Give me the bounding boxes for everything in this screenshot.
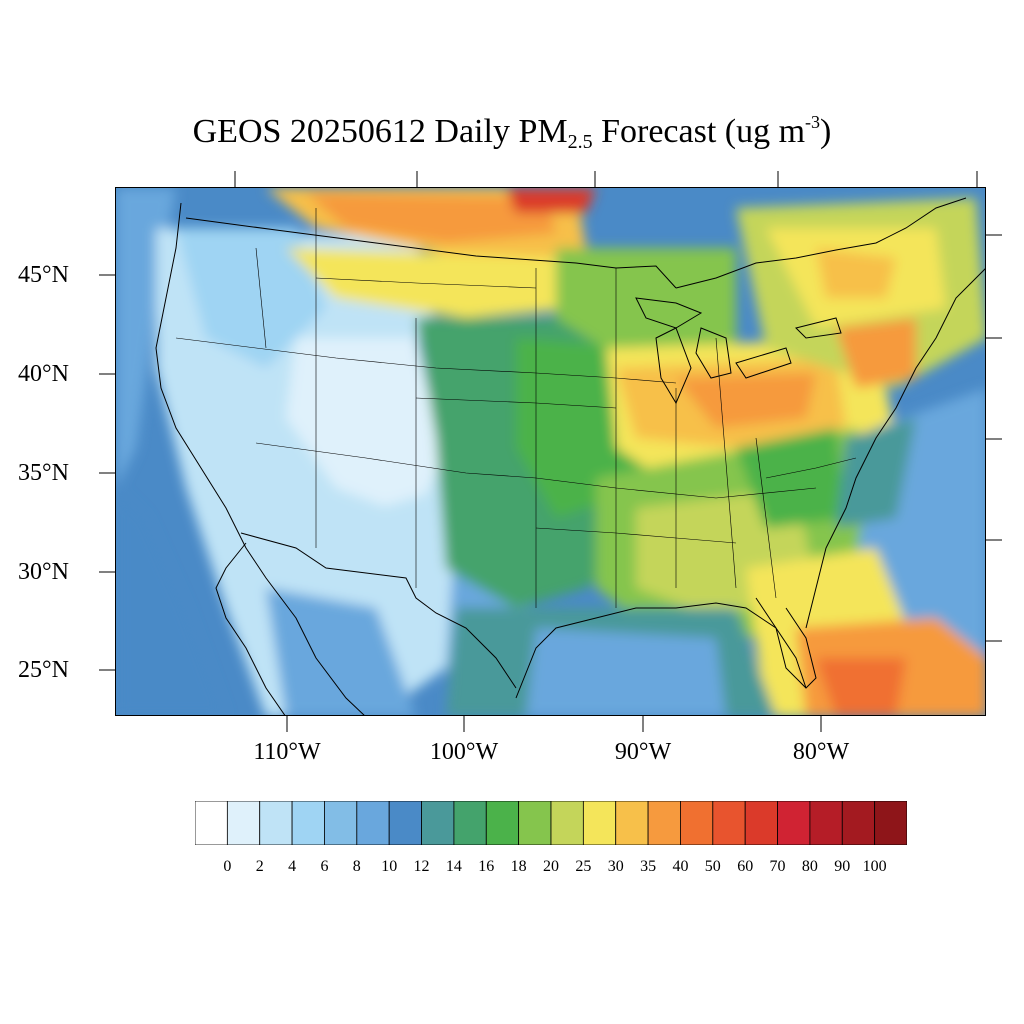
map-title: GEOS 20250612 Daily PM2.5 Forecast (ug m… [0, 112, 1024, 154]
bottom-ticks [286, 716, 822, 732]
colorbar-swatch [647, 801, 681, 845]
colorbar-tick-label: 8 [352, 858, 361, 875]
colorbar-swatch [550, 801, 584, 845]
colorbar-swatch [421, 801, 455, 845]
colorbar-swatch [809, 801, 843, 845]
colorbar-tick-label: 10 [381, 858, 398, 875]
lat-label-40n: 40°N [18, 361, 69, 387]
colorbar-swatch [777, 801, 811, 845]
colorbar-swatch [744, 801, 778, 845]
colorbar-tick-label: 80 [801, 858, 818, 875]
lat-label-45n: 45°N [18, 262, 69, 288]
colorbar-swatch [388, 801, 422, 845]
colorbar-tick-label: 18 [510, 858, 527, 875]
left-ticks [99, 274, 115, 671]
colorbar-swatch [874, 801, 907, 845]
title-prefix: GEOS 20250612 Daily PM [192, 113, 568, 150]
colorbar-tick-label: 90 [834, 858, 851, 875]
colorbar-swatch [324, 801, 358, 845]
colorbar-tick-label: 14 [445, 858, 462, 875]
title-superscript: -3 [805, 112, 821, 132]
colorbar-tick-label: 100 [862, 858, 887, 875]
title-suffix: ) [820, 113, 832, 150]
colorbar-swatch [291, 801, 325, 845]
lat-label-35n: 35°N [18, 460, 69, 486]
colorbar-tick-label: 35 [640, 858, 657, 875]
concentration-field [116, 188, 985, 715]
colorbar-tick-label: 40 [672, 858, 689, 875]
colorbar-swatch [615, 801, 649, 845]
colorbar-swatch [259, 801, 293, 845]
colorbar-tick-label: 2 [255, 858, 264, 875]
map-panel [115, 187, 986, 716]
lon-label-90w: 90°W [614, 739, 672, 765]
boundary-overlay [155, 197, 985, 715]
colorbar-tick-label: 16 [478, 858, 495, 875]
colorbar-tick-label: 60 [737, 858, 754, 875]
title-middle: Forecast (ug m [592, 113, 806, 150]
colorbar-swatch [195, 801, 228, 845]
lon-label-80w: 80°W [792, 739, 850, 765]
colorbar-tick-label: 20 [543, 858, 559, 875]
top-ticks [234, 171, 978, 187]
lat-label-25n: 25°N [18, 657, 69, 683]
colorbar-tick-label: 50 [704, 858, 721, 875]
colorbar-swatch [226, 801, 261, 845]
colorbar-swatch [712, 801, 746, 845]
colorbar-tick-label: 25 [575, 858, 592, 875]
colorbar-swatch [680, 801, 714, 845]
colorbar-swatch [356, 801, 390, 845]
colorbar-tick-label: 30 [607, 858, 624, 875]
lat-label-30n: 30°N [18, 559, 69, 585]
right-ticks [986, 234, 1002, 642]
title-subscript: 2.5 [567, 131, 593, 153]
colorbar-swatch [453, 801, 487, 845]
colorbar [195, 801, 907, 845]
colorbar-swatch [841, 801, 876, 845]
colorbar-swatch [518, 801, 552, 845]
colorbar-tick-label: 4 [288, 858, 297, 875]
colorbar-swatch [582, 801, 617, 845]
lon-label-100w: 100°W [429, 739, 499, 765]
colorbar-swatch [485, 801, 520, 845]
colorbar-tick-label: 6 [320, 858, 329, 875]
colorbar-tick-label: 12 [413, 858, 430, 875]
pm25-field-map [116, 188, 985, 715]
colorbar-tick-label: 0 [223, 858, 232, 875]
lon-label-110w: 110°W [253, 739, 321, 765]
colorbar-tick-label: 70 [769, 858, 786, 875]
